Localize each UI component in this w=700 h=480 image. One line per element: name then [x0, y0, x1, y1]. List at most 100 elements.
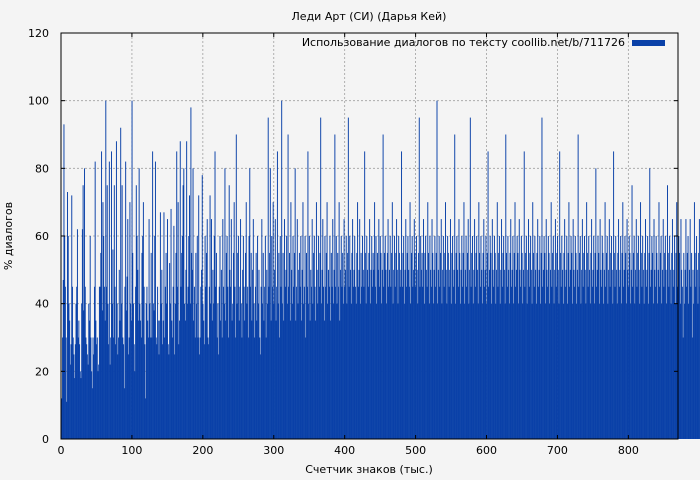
bar	[93, 354, 95, 439]
bar	[447, 252, 449, 439]
bar	[548, 252, 550, 439]
bar	[384, 236, 386, 439]
bar	[495, 303, 497, 439]
bar	[667, 252, 669, 439]
bar	[81, 229, 83, 439]
bar	[260, 286, 262, 439]
bar	[88, 303, 90, 439]
bar	[476, 236, 478, 439]
bar	[326, 202, 328, 439]
bar	[183, 168, 185, 439]
bar	[500, 269, 502, 439]
bar	[317, 303, 319, 439]
bar	[223, 286, 225, 439]
bar	[94, 161, 96, 439]
bar	[234, 286, 236, 439]
bar	[106, 286, 107, 439]
bar	[451, 252, 453, 439]
bar	[477, 303, 479, 439]
bar	[567, 303, 568, 439]
bar	[328, 269, 329, 439]
bar	[497, 286, 499, 439]
bar	[371, 286, 373, 439]
bar	[618, 219, 620, 439]
bar	[218, 286, 220, 439]
bar	[591, 219, 593, 439]
bar	[520, 286, 522, 439]
bar	[537, 219, 539, 439]
bar	[339, 320, 341, 439]
bar	[661, 303, 663, 439]
bar	[262, 252, 264, 439]
bar	[123, 388, 125, 439]
bar	[672, 286, 674, 439]
bar	[269, 252, 271, 439]
bar	[187, 286, 189, 439]
bar	[341, 286, 343, 439]
bar	[71, 286, 73, 439]
bar	[457, 269, 459, 439]
bar	[201, 175, 203, 439]
bar	[445, 269, 447, 439]
bar	[347, 252, 349, 439]
bar	[241, 337, 243, 439]
bar	[284, 219, 285, 439]
bar	[576, 269, 578, 439]
bar	[413, 219, 415, 439]
bar	[563, 252, 565, 439]
bar	[572, 219, 574, 439]
bar	[147, 337, 149, 439]
bar	[499, 303, 501, 439]
chart-title: Леди Арт (СИ) (Дарья Кей)	[292, 10, 447, 23]
bar	[68, 303, 70, 439]
bar	[513, 303, 515, 439]
bar	[437, 269, 439, 439]
bar	[366, 236, 368, 439]
bar	[393, 236, 395, 439]
bar	[590, 252, 592, 439]
bar	[657, 303, 659, 439]
bar	[503, 269, 505, 439]
bar	[177, 202, 179, 439]
bar	[191, 252, 193, 439]
bar	[309, 320, 311, 439]
bar	[212, 269, 214, 439]
bar	[154, 236, 156, 439]
bar	[413, 269, 415, 439]
bar	[476, 269, 478, 439]
bar	[550, 202, 552, 439]
bar	[89, 320, 90, 439]
bar	[174, 354, 176, 439]
bar	[608, 269, 610, 439]
bar	[174, 303, 176, 439]
bar	[282, 252, 284, 439]
bar	[154, 161, 156, 439]
bar	[210, 219, 212, 439]
bar	[535, 269, 537, 439]
bar	[456, 236, 458, 439]
bar	[678, 236, 680, 439]
bar	[296, 286, 298, 439]
bar	[690, 286, 692, 439]
bar	[69, 320, 71, 439]
bar	[133, 344, 135, 439]
bar	[125, 310, 127, 439]
bar	[498, 236, 500, 439]
bar	[623, 286, 624, 439]
bar	[652, 252, 654, 439]
bar	[64, 286, 66, 439]
bar	[631, 185, 633, 439]
bar	[351, 252, 353, 439]
bar	[115, 344, 117, 439]
bar	[255, 252, 257, 439]
bar	[230, 219, 232, 439]
bar	[628, 286, 629, 439]
bar	[357, 202, 359, 439]
bar	[637, 252, 639, 439]
bar	[486, 303, 488, 439]
x-tick-label: 100	[121, 444, 142, 457]
bar	[80, 378, 82, 439]
bar	[385, 269, 387, 439]
bar	[640, 202, 642, 439]
bar	[698, 252, 700, 439]
